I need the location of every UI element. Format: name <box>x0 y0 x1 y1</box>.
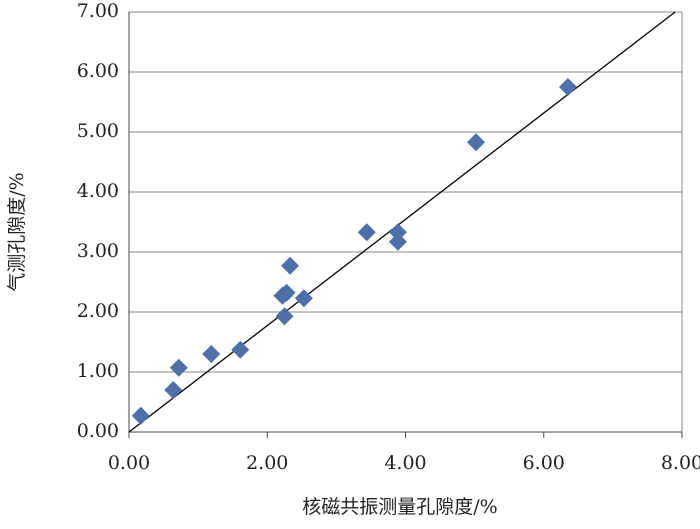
y-tick-label: 0.00 <box>77 420 119 442</box>
y-tick-label: 5.00 <box>77 120 119 142</box>
y-axis-title: 气测孔隙度/% <box>6 172 28 291</box>
point <box>558 78 577 96</box>
y-tick-label: 2.00 <box>77 300 119 322</box>
point <box>388 232 407 251</box>
point <box>202 345 221 363</box>
point <box>275 307 294 326</box>
point <box>277 283 296 302</box>
point <box>169 358 188 377</box>
point <box>388 223 407 242</box>
reference-line <box>128 11 676 433</box>
point <box>357 223 376 242</box>
y-tick-label: 7.00 <box>77 0 119 22</box>
x-tick-label: 6.00 <box>523 452 565 474</box>
x-tick-label: 8.00 <box>661 452 700 474</box>
x-tick-label: 2.00 <box>246 452 288 474</box>
point <box>164 381 183 399</box>
x-tick-label: 4.00 <box>384 452 426 474</box>
x-axis-title: 核磁共振测量孔隙度/% <box>302 496 497 518</box>
point <box>131 406 150 425</box>
y-tick-label: 4.00 <box>77 180 119 202</box>
x-tick-label: 0.00 <box>108 452 150 474</box>
point <box>467 133 486 152</box>
y-tick-label: 3.00 <box>77 240 119 262</box>
point <box>281 256 300 275</box>
y-tick-label: 6.00 <box>77 60 119 82</box>
point <box>294 289 313 308</box>
y-tick-label: 1.00 <box>77 360 119 382</box>
point <box>231 340 250 359</box>
